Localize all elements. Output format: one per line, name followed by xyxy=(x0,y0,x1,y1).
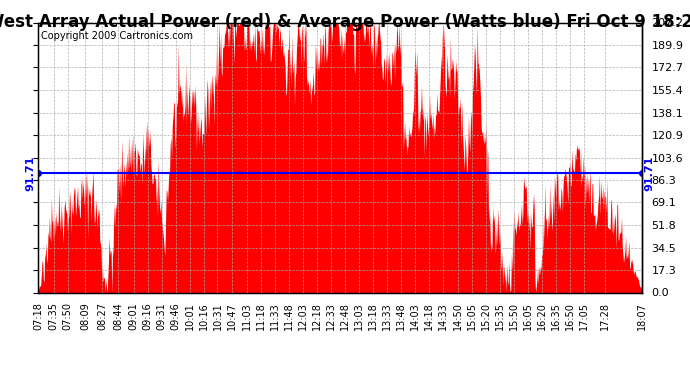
Text: Copyright 2009 Cartronics.com: Copyright 2009 Cartronics.com xyxy=(41,31,193,40)
Text: 91.71: 91.71 xyxy=(644,155,655,190)
Text: 91.71: 91.71 xyxy=(25,155,35,190)
Text: West Array Actual Power (red) & Average Power (Watts blue) Fri Oct 9 18:24: West Array Actual Power (red) & Average … xyxy=(0,13,690,31)
